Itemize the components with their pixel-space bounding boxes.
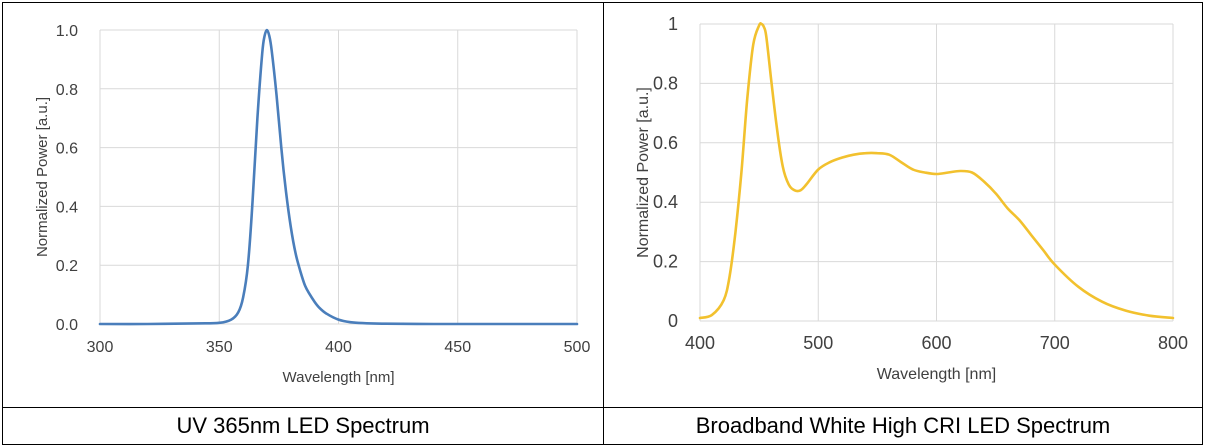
y-tick-label: 0.2: [56, 258, 78, 275]
y-tick-label: 0.2: [653, 252, 678, 272]
x-tick-label: 450: [444, 339, 471, 356]
y-tick-label: 0.6: [56, 141, 78, 158]
x-tick-label: 300: [87, 339, 114, 356]
y-tick-label: 0.4: [56, 199, 78, 216]
white-chart-panel: 400 500 600 700 800 0 0.2 0.4 0.6 0.8 1 Wavelength …: [603, 2, 1203, 408]
x-tick-label: 350: [206, 339, 233, 356]
spectrum-series-line: [98, 28, 579, 326]
white-spectrum-chart: 400 500 600 700 800 0 0.2 0.4 0.6 0.8 1 Wavelength …: [635, 14, 1188, 383]
y-tick-label: 0.4: [653, 192, 678, 212]
y-tick-label: 1.0: [56, 23, 78, 40]
x-tick-label: 400: [325, 339, 352, 356]
y-tick-label: 0.8: [653, 73, 678, 93]
y-axis-label: Normalized Power [a.u.]: [34, 97, 51, 257]
x-tick-label: 400: [685, 333, 715, 353]
white-caption: Broadband White High CRI LED Spectrum: [603, 407, 1203, 445]
x-axis-label: Wavelength [nm]: [283, 369, 395, 386]
x-tick-label: 700: [1040, 333, 1070, 353]
y-axis-label: Normalized Power [a.u.]: [635, 87, 652, 258]
x-tick-label: 500: [803, 333, 833, 353]
uv-chart-panel: 300 350 400 450 500 0.0 0.2 0.4 0.6 0.8 1.0 Wavelen…: [2, 2, 604, 408]
y-tick-label: 0.8: [56, 82, 78, 99]
x-axis-label: Wavelength [nm]: [877, 366, 996, 383]
y-tick-label: 0: [668, 311, 678, 331]
spectrum-series-line: [698, 22, 1175, 320]
y-tick-label: 1: [668, 14, 678, 34]
uv-spectrum-chart: 300 350 400 450 500 0.0 0.2 0.4 0.6 0.8 1.0 Wavelen…: [34, 23, 591, 386]
uv-caption: UV 365nm LED Spectrum: [2, 407, 604, 445]
x-tick-label: 800: [1158, 333, 1188, 353]
x-tick-label: 600: [921, 333, 951, 353]
x-tick-label: 500: [564, 339, 591, 356]
y-tick-label: 0.0: [56, 317, 78, 334]
y-tick-label: 0.6: [653, 133, 678, 153]
